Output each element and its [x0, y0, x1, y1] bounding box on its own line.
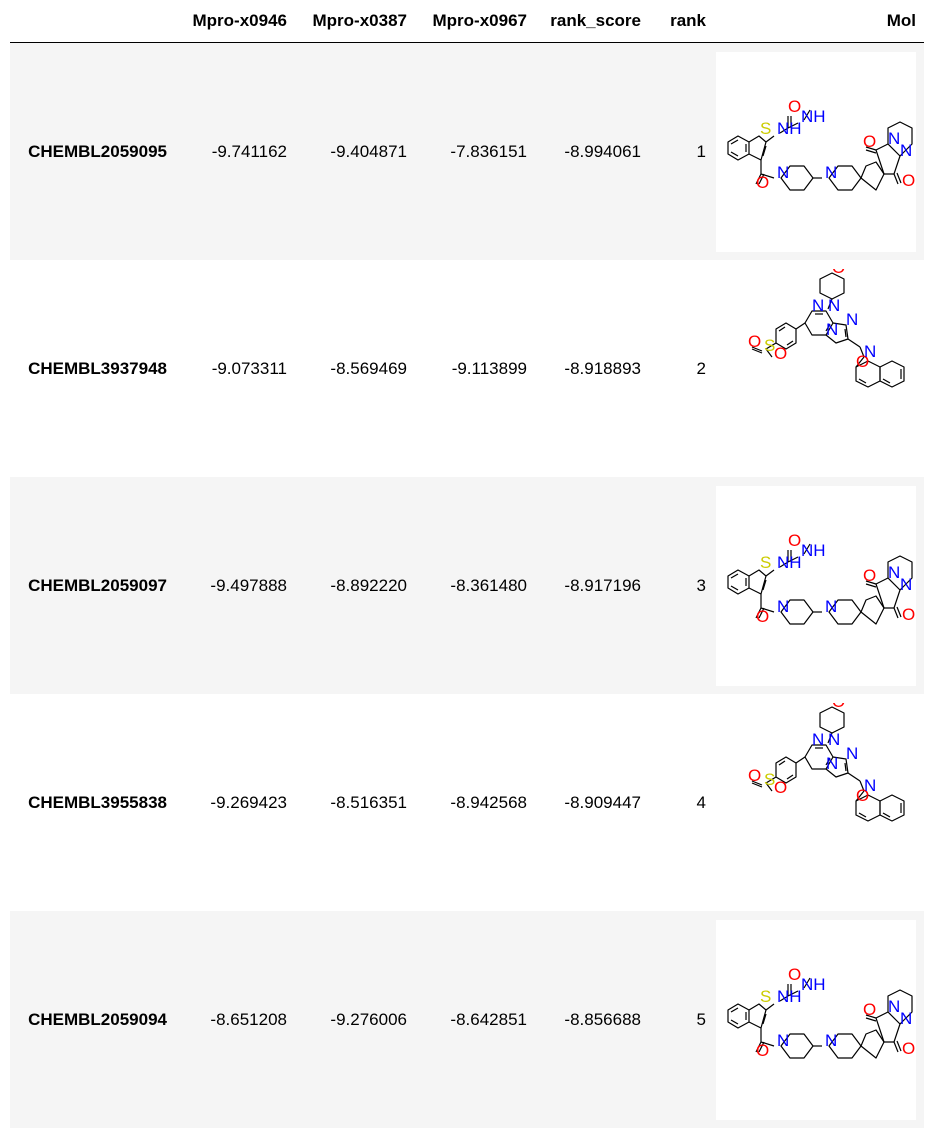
mpro-x0387-cell: -9.404871: [295, 42, 415, 260]
index-cell: CHEMBL3955838: [28, 792, 167, 812]
table-row: CHEMBL2059095 -9.741162 -9.404871 -7.836151…: [10, 42, 924, 260]
rank-cell: 1: [649, 42, 714, 260]
index-cell: CHEMBL3937948: [28, 358, 167, 378]
molecule-structure-image: [716, 268, 916, 469]
mpro-x0387-cell: -9.276006: [295, 911, 415, 1128]
results-table: Mpro-x0946 Mpro-x0387 Mpro-x0967 rank_sc…: [10, 0, 924, 1128]
molecule-structure-image: [716, 485, 916, 686]
index-header: [10, 0, 175, 43]
header-row: Mpro-x0946 Mpro-x0387 Mpro-x0967 rank_sc…: [10, 0, 924, 43]
mpro-x0946-cell: -9.497888: [175, 477, 295, 694]
index-cell: CHEMBL2059094: [10, 911, 175, 1128]
rank-score-cell: -8.918893: [564, 358, 641, 378]
mpro-x0967-cell: -9.113899: [451, 358, 527, 378]
rank-score-cell: -8.994061: [535, 42, 649, 260]
rank-cell: 2: [696, 358, 706, 378]
mol-cell: [714, 260, 924, 477]
mol-cell: [714, 911, 924, 1128]
table-row: CHEMBL2059094 -8.651208 -9.276006 -8.642851…: [10, 911, 924, 1128]
index-cell: CHEMBL2059095: [10, 42, 175, 260]
col-header-mpro-x0946: Mpro-x0946: [175, 0, 295, 43]
mpro-x0387-cell: -8.569469: [330, 358, 407, 378]
molecule-structure-image: [716, 51, 916, 252]
rank-cell: 4: [696, 792, 706, 812]
mpro-x0946-cell: -8.651208: [175, 911, 295, 1128]
table-row: CHEMBL2059097 -9.497888 -8.892220 -8.361480…: [10, 477, 924, 694]
mpro-x0946-cell: -9.073311: [211, 358, 287, 378]
rank-score-cell: -8.917196: [535, 477, 649, 694]
table-row: CHEMBL3937948 -9.073311 -8.569469 -9.113899…: [10, 260, 924, 477]
index-cell: CHEMBL2059097: [10, 477, 175, 694]
mpro-x0967-cell: -7.836151: [415, 42, 535, 260]
col-header-mpro-x0967: Mpro-x0967: [415, 0, 535, 43]
mpro-x0946-cell: -9.269423: [210, 792, 287, 812]
rank-cell: 3: [649, 477, 714, 694]
col-header-rank-score: rank_score: [535, 0, 649, 43]
col-header-rank: rank: [649, 0, 714, 43]
table-row: CHEMBL3955838 -9.269423 -8.516351 -8.942568…: [10, 694, 924, 911]
mpro-x0967-cell: -8.361480: [415, 477, 535, 694]
rank-score-cell: -8.909447: [564, 792, 641, 812]
rank-cell: 5: [649, 911, 714, 1128]
col-header-mpro-x0387: Mpro-x0387: [295, 0, 415, 43]
mpro-x0387-cell: -8.892220: [295, 477, 415, 694]
col-header-mol: Mol: [714, 0, 924, 43]
molecule-structure-image: [716, 919, 916, 1120]
mpro-x0967-cell: -8.642851: [415, 911, 535, 1128]
molecule-structure-image: [716, 702, 916, 903]
rank-score-cell: -8.856688: [535, 911, 649, 1128]
mpro-x0946-cell: -9.741162: [175, 42, 295, 260]
mpro-x0387-cell: -8.516351: [330, 792, 407, 812]
mpro-x0967-cell: -8.942568: [450, 792, 527, 812]
mol-cell: [714, 477, 924, 694]
mol-cell: [714, 694, 924, 911]
mol-cell: [714, 42, 924, 260]
